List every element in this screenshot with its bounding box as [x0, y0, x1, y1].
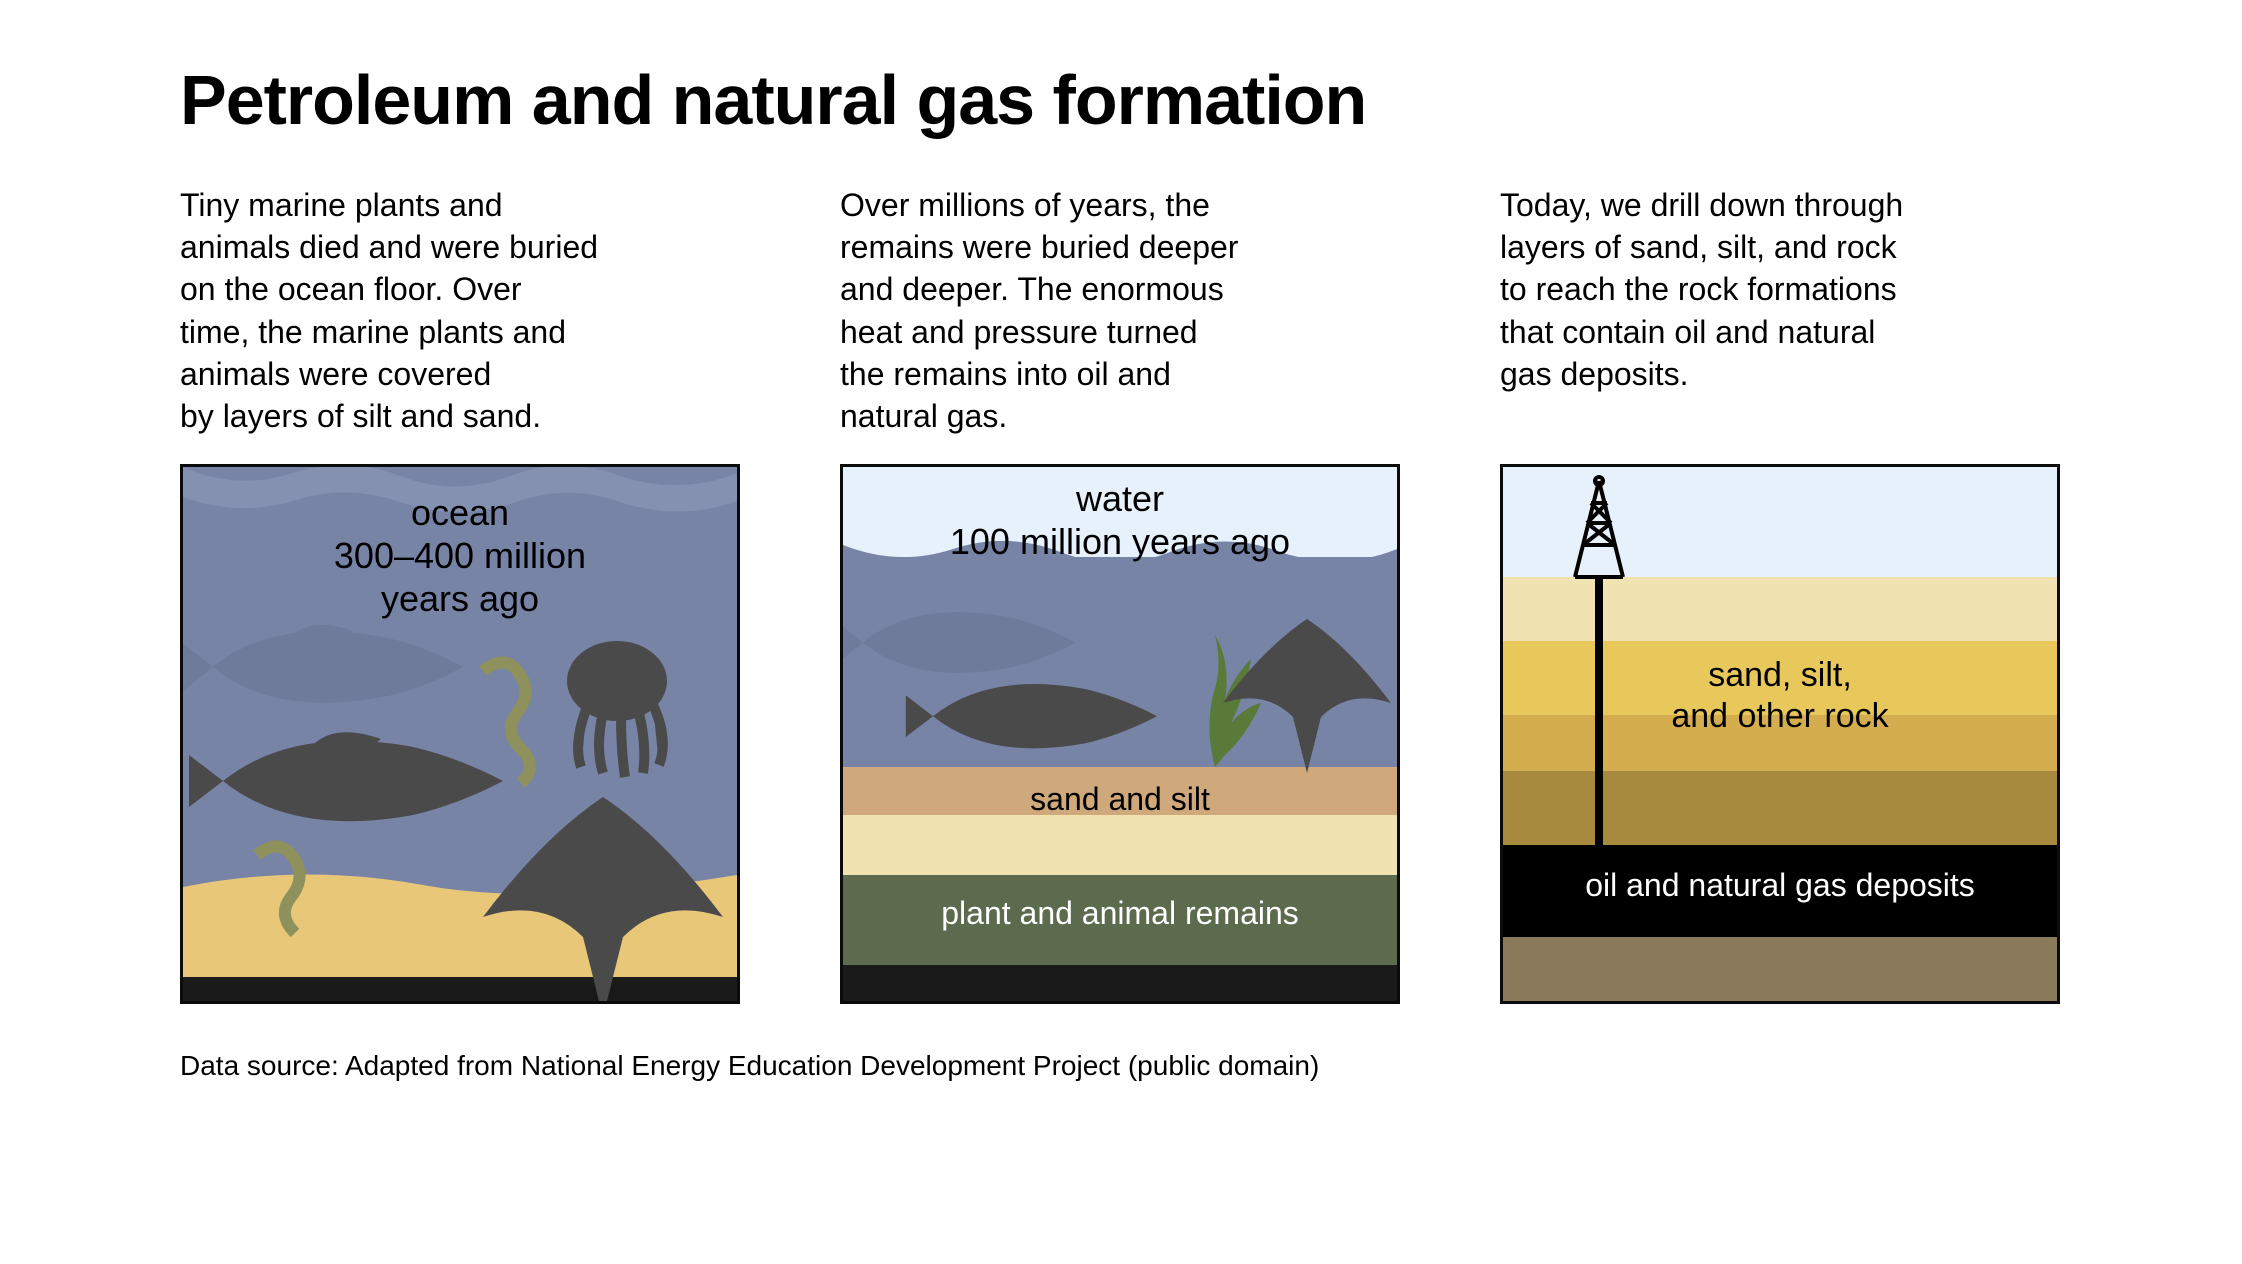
panel-caption-3: Today, we drill down through layers of s…: [1500, 184, 2060, 464]
panel-col-3: Today, we drill down through layers of s…: [1500, 184, 2060, 1004]
infographic-page: Petroleum and natural gas formation Tiny…: [0, 0, 2242, 1264]
panel-col-2: Over millions of years, the remains were…: [840, 184, 1400, 1004]
panel-2: water 100 million years ago sand and sil…: [840, 464, 1400, 1004]
panel-2-big-label: water 100 million years ago: [843, 477, 1397, 563]
panel-row: Tiny marine plants and animals died and …: [180, 184, 2062, 1004]
panel-3: sand, silt, and other rock oil and natur…: [1500, 464, 2060, 1004]
panel-2-sand-label: sand and silt: [843, 781, 1397, 818]
panel-col-1: Tiny marine plants and animals died and …: [180, 184, 740, 1004]
panel-1-big-label: ocean 300–400 million years ago: [183, 491, 737, 621]
panel-3-oil-label: oil and natural gas deposits: [1503, 867, 2057, 904]
panel-3-rock-label: sand, silt, and other rock: [1503, 655, 2057, 737]
panel-2-remains-label: plant and animal remains: [843, 895, 1397, 932]
panel-caption-2: Over millions of years, the remains were…: [840, 184, 1400, 464]
panel-1: ocean 300–400 million years ago: [180, 464, 740, 1004]
data-source-footer: Data source: Adapted from National Energ…: [180, 1050, 2062, 1082]
page-title: Petroleum and natural gas formation: [180, 60, 2062, 140]
panel-caption-1: Tiny marine plants and animals died and …: [180, 184, 740, 464]
